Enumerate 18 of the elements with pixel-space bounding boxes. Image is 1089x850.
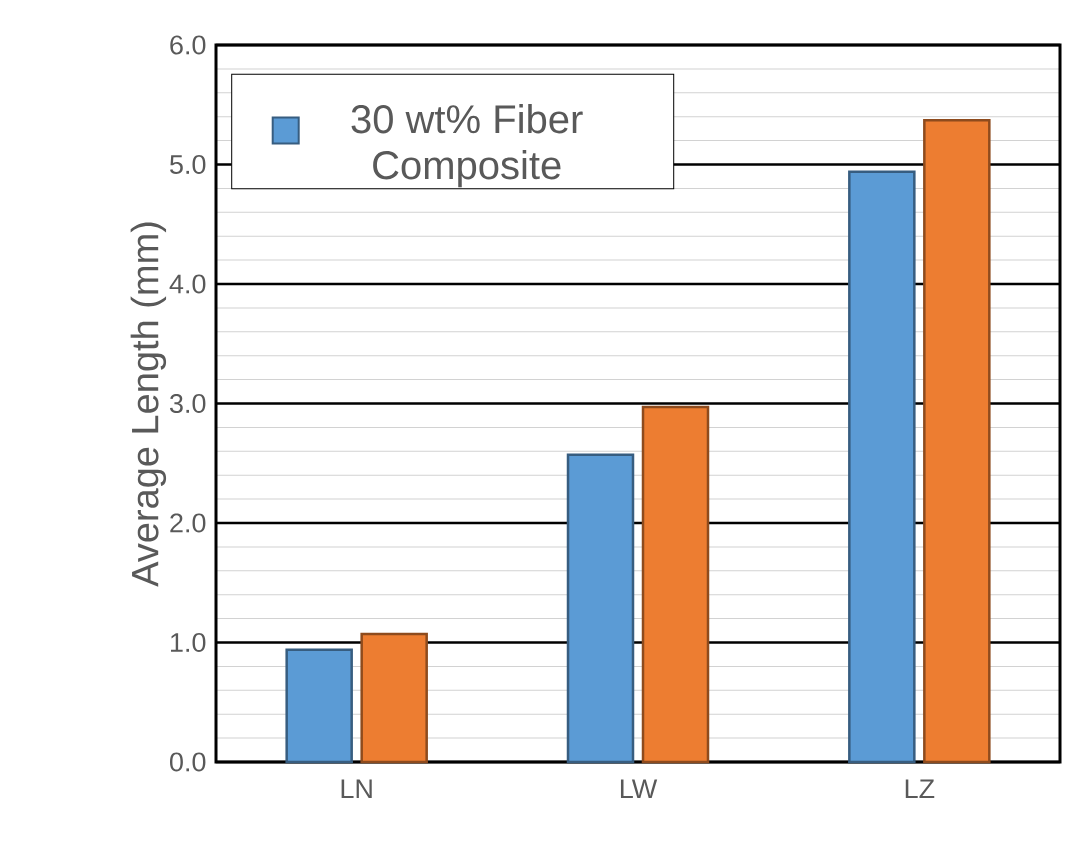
x-tick-label: LN — [341, 779, 372, 799]
bar — [641, 405, 710, 764]
bar — [848, 170, 916, 764]
y-tick-label: 2.0 — [170, 513, 206, 533]
bar — [285, 648, 353, 764]
y-tick-label: 3.0 — [169, 393, 206, 414]
x-tick-label: LW — [620, 779, 658, 799]
bar — [566, 453, 635, 764]
y-axis-title: Average Length (mm) — [130, 222, 167, 587]
y-tick-label: 0.0 — [169, 752, 206, 772]
y-tick-label: 5.0 — [170, 154, 206, 175]
legend-label: 30 wt% Fiber Composite — [351, 104, 583, 188]
y-tick-label: 6.0 — [170, 35, 206, 55]
bar — [360, 632, 428, 764]
y-tick-label: 1.0 — [171, 632, 206, 653]
bar — [923, 119, 991, 764]
y-tick-label: 4.0 — [169, 274, 206, 294]
x-tick-label: LZ — [905, 779, 935, 799]
